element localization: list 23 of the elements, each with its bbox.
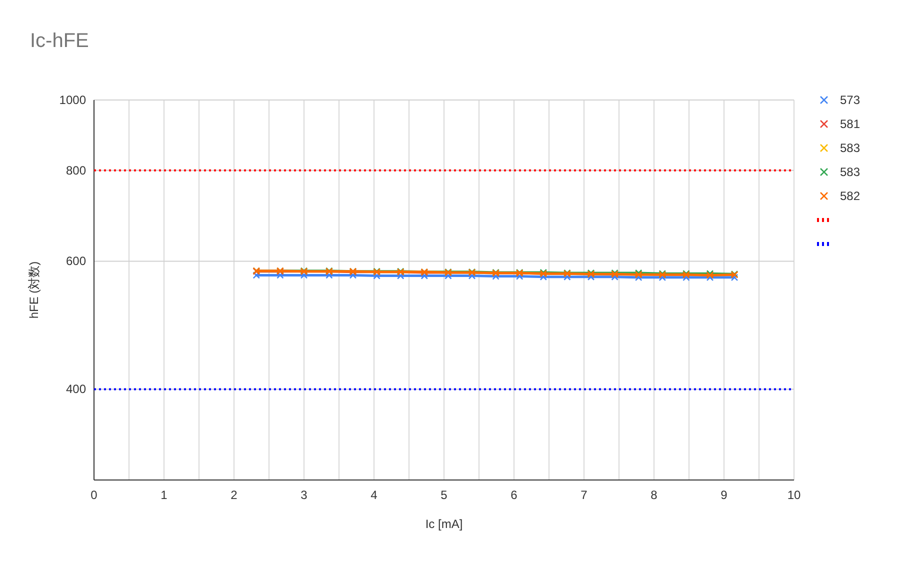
chart-title: Ic-hFE xyxy=(30,30,89,52)
x-tick-label: 0 xyxy=(90,488,98,502)
legend-label: 581 xyxy=(840,117,860,131)
legend-label: 583 xyxy=(840,141,860,155)
x-tick-label: 1 xyxy=(160,488,168,502)
y-tick-label: 400 xyxy=(66,382,86,396)
x-tick-label: 4 xyxy=(370,488,378,502)
x-tick-label: 9 xyxy=(720,488,728,502)
legend-label: 573 xyxy=(840,93,860,107)
legend-label: 583 xyxy=(840,165,860,179)
y-tick-label: 600 xyxy=(66,254,86,268)
x-tick-label: 2 xyxy=(230,488,238,502)
x-axis-title: Ic [mA] xyxy=(425,517,463,531)
legend-label: 582 xyxy=(840,189,860,203)
x-tick-label: 3 xyxy=(300,488,308,502)
x-tick-label: 5 xyxy=(440,488,448,502)
x-tick-label: 7 xyxy=(580,488,588,502)
x-tick-label: 8 xyxy=(650,488,658,502)
x-tick-label: 10 xyxy=(787,488,801,502)
x-tick-label: 6 xyxy=(510,488,518,502)
y-tick-label: 1000 xyxy=(59,93,86,107)
y-axis-title: hFE (対数) xyxy=(27,261,41,319)
y-tick-label: 800 xyxy=(66,163,86,178)
